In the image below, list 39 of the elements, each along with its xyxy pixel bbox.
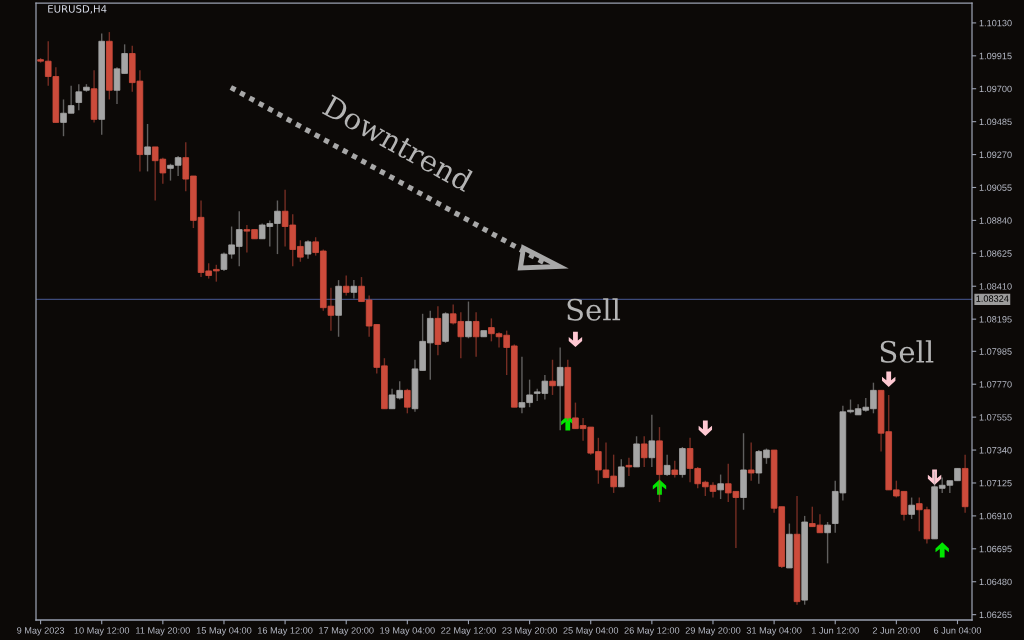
y-tick-label: 1.08625 <box>979 250 1012 257</box>
y-tick-label: 1.09270 <box>979 151 1012 158</box>
x-tick-label: 23 May 20:00 <box>502 627 558 636</box>
y-tick-label: 1.08840 <box>979 217 1012 224</box>
annotation: Sell <box>880 340 934 363</box>
x-tick-label: 11 May 20:00 <box>136 627 190 636</box>
x-tick-label: 29 May 20:00 <box>685 627 741 636</box>
y-tick-label: 1.08410 <box>979 283 1012 290</box>
y-tick-label: 1.07770 <box>979 381 1012 388</box>
y-tick-label: 1.09915 <box>979 52 1012 60</box>
y-tick-label: 1.06910 <box>979 512 1012 520</box>
y-tick-label: 1.06265 <box>979 611 1012 619</box>
y-tick-label: 1.10130 <box>979 19 1012 27</box>
y-tick-label: 1.07555 <box>979 414 1012 421</box>
y-tick-label: 1.08195 <box>979 316 1012 323</box>
y-tick-label: 1.06695 <box>979 545 1012 553</box>
chart-title: EURUSD,H4 <box>48 5 107 14</box>
x-tick-label: 31 May 04:00 <box>746 627 802 636</box>
y-tick-label: 1.09700 <box>979 85 1012 93</box>
y-tick-label: 1.07985 <box>979 348 1012 355</box>
x-tick-label: 16 May 12:00 <box>258 627 313 636</box>
annotation: Sell <box>567 298 621 321</box>
y-tick-label: 1.06480 <box>979 578 1012 586</box>
x-tick-label: 26 May 12:00 <box>624 627 680 636</box>
y-tick-label: 1.07340 <box>979 446 1012 454</box>
x-tick-label: 6 Jun 04:00 <box>933 627 982 634</box>
x-tick-label: 1 Jun 12:00 <box>811 627 859 634</box>
y-tick-label: 1.07125 <box>979 479 1012 487</box>
x-tick-label: 19 May 04:00 <box>380 627 435 636</box>
x-tick-label: 9 May 2023 <box>17 627 65 636</box>
y-tick-label: 1.09055 <box>979 184 1012 191</box>
x-tick-label: 22 May 12:00 <box>441 627 496 636</box>
x-tick-label: 17 May 20:00 <box>319 627 374 636</box>
x-tick-label: 25 May 04:00 <box>563 627 619 636</box>
y-tick-label: 1.09485 <box>979 118 1012 126</box>
ref-line-label: 1.08324 <box>976 295 1009 302</box>
x-tick-label: 2 Jun 20:00 <box>872 627 920 634</box>
x-tick-label: 10 May 12:00 <box>74 627 130 636</box>
x-tick-label: 15 May 04:00 <box>196 627 252 636</box>
